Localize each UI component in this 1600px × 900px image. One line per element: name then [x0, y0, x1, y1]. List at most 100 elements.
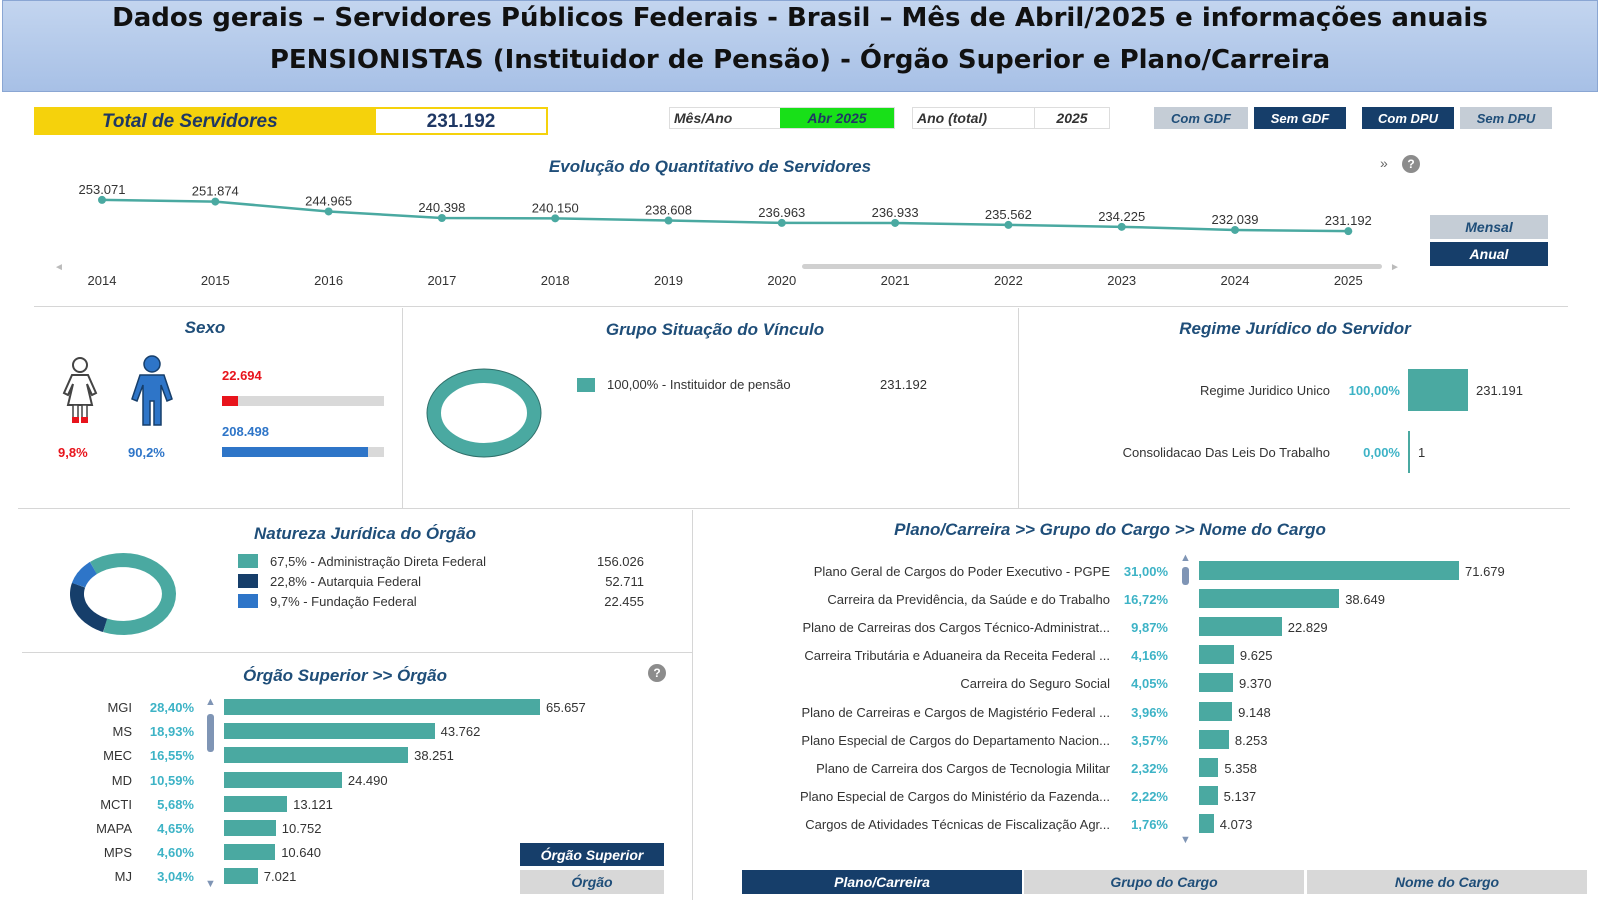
data-point[interactable]	[891, 218, 900, 227]
orgao-superior-button[interactable]: Órgão Superior	[520, 843, 664, 866]
data-point[interactable]	[777, 218, 786, 227]
com-gdf-button[interactable]: Com GDF	[1154, 107, 1248, 129]
scroll-right-icon[interactable]: ►	[1390, 262, 1400, 273]
orgao-bar[interactable]	[224, 771, 342, 788]
data-point[interactable]	[1117, 222, 1126, 231]
plano-bar[interactable]	[1199, 813, 1214, 833]
orgao-bar[interactable]	[224, 747, 409, 764]
orgao-pct: 4,65%	[157, 821, 194, 836]
orgao-pct: 16,55%	[149, 748, 194, 764]
orgao-bar[interactable]	[224, 723, 435, 740]
orgao-pct: 4,60%	[157, 845, 194, 861]
orgao-help-icon[interactable]: ?	[648, 664, 666, 682]
female-value: 22.694	[222, 368, 262, 383]
plano-value: 9.148	[1238, 704, 1271, 720]
orgao-label: MGI	[107, 700, 132, 715]
data-point[interactable]	[664, 216, 673, 225]
x-tick-label: 2024	[1221, 273, 1250, 288]
female-icon	[62, 357, 98, 423]
plano-bar[interactable]	[1199, 729, 1229, 749]
plano-value: 4.073	[1219, 816, 1253, 832]
data-label: 234.225	[1098, 209, 1145, 224]
com-dpu-button[interactable]: Com DPU	[1362, 107, 1454, 129]
legend-value: 22.455	[604, 594, 644, 609]
plano-value: 71.679	[1465, 564, 1505, 579]
anual-button[interactable]: Anual	[1430, 242, 1548, 266]
plano-carreira-button[interactable]: Plano/Carreira	[742, 870, 1022, 894]
natureza-title: Natureza Jurídica do Órgão	[254, 524, 476, 543]
plano-value: 5.137	[1223, 788, 1257, 804]
divider	[1018, 308, 1019, 508]
x-tick-label: 2016	[314, 273, 343, 288]
x-tick-label: 2023	[1107, 273, 1136, 288]
sexo-title: Sexo	[184, 318, 226, 337]
plano-bar[interactable]	[1199, 589, 1340, 609]
divider	[18, 508, 1570, 509]
plano-bar[interactable]	[1199, 617, 1282, 637]
data-point[interactable]	[98, 195, 106, 204]
data-label: 244.965	[305, 193, 352, 208]
sem-gdf-button[interactable]: Sem GDF	[1254, 107, 1346, 129]
mensal-button[interactable]: Mensal	[1430, 215, 1548, 239]
divider	[34, 306, 1568, 307]
plano-value: 5.358	[1224, 760, 1257, 776]
x-tick-label: 2025	[1334, 273, 1363, 288]
donut-slice[interactable]	[90, 552, 177, 636]
scroll-down-icon[interactable]: ▼	[205, 878, 216, 890]
donut-slice[interactable]	[70, 582, 108, 633]
total-label: Total de Servidores	[36, 109, 376, 133]
plano-label: Plano de Carreiras dos Cargos Técnico-Ad…	[802, 620, 1110, 636]
chart-scrollbar[interactable]	[802, 264, 1382, 269]
data-point[interactable]	[1004, 220, 1013, 229]
plano-bar[interactable]	[1199, 561, 1459, 580]
sem-dpu-button[interactable]: Sem DPU	[1460, 107, 1552, 129]
month-filter-label: Mês/Ano	[674, 110, 733, 126]
scrollbar-thumb[interactable]	[1182, 567, 1189, 585]
x-tick-label: 2022	[994, 273, 1023, 288]
orgao-button[interactable]: Órgão	[520, 870, 664, 894]
year-filter-value[interactable]: 2025	[1056, 110, 1088, 126]
scrollbar-thumb[interactable]	[207, 714, 214, 752]
regime-pct: 0,00%	[1363, 445, 1400, 460]
month-filter-value[interactable]: Abr 2025	[780, 108, 894, 128]
help-icon[interactable]: ?	[1402, 155, 1420, 173]
data-point[interactable]	[551, 214, 560, 223]
drill-more-icon[interactable]: »	[1380, 155, 1388, 171]
scroll-left-icon[interactable]: ◄	[54, 262, 64, 273]
data-point[interactable]	[1231, 225, 1239, 234]
plano-bar[interactable]	[1199, 785, 1218, 805]
data-point[interactable]	[211, 197, 220, 206]
year-filter-label: Ano (total)	[913, 108, 1035, 128]
plano-bar[interactable]	[1199, 673, 1233, 693]
plano-bar[interactable]	[1199, 645, 1234, 665]
plano-value: 22.829	[1287, 620, 1328, 636]
regime-pct: 100,00%	[1348, 383, 1400, 398]
orgao-bar[interactable]	[224, 868, 258, 885]
regime-value: 1	[1418, 445, 1426, 460]
legend-label: 9,7% - Fundação Federal	[270, 594, 417, 609]
x-tick-label: 2014	[88, 273, 117, 288]
year-filter[interactable]: Ano (total) 2025	[912, 107, 1110, 129]
orgao-value: 38.251	[414, 748, 454, 764]
nome-cargo-button[interactable]: Nome do Cargo	[1307, 870, 1587, 894]
orgao-bar[interactable]	[224, 699, 540, 715]
orgao-bar[interactable]	[224, 795, 288, 812]
orgao-bar[interactable]	[224, 844, 276, 861]
orgao-bar[interactable]	[224, 820, 276, 836]
evolution-line-chart: 253.071 2014 251.874 2015 244.965 2016 240.398…	[54, 182, 1400, 288]
regime-bar[interactable]	[1408, 431, 1410, 473]
data-point[interactable]	[1344, 227, 1353, 236]
scroll-up-icon[interactable]: ▲	[1180, 552, 1191, 564]
divider	[402, 308, 403, 508]
data-point[interactable]	[324, 207, 333, 216]
scroll-down-icon[interactable]: ▼	[1180, 834, 1191, 846]
regime-bar[interactable]	[1408, 369, 1468, 411]
donut-slice[interactable]	[71, 561, 97, 588]
scroll-up-icon[interactable]: ▲	[205, 696, 216, 708]
month-filter[interactable]: Mês/Ano Abr 2025	[669, 107, 895, 129]
data-point[interactable]	[437, 214, 446, 223]
grupo-cargo-button[interactable]: Grupo do Cargo	[1024, 870, 1304, 894]
plano-bar[interactable]	[1199, 701, 1233, 721]
plano-bar[interactable]	[1199, 757, 1219, 777]
divider	[692, 510, 693, 900]
